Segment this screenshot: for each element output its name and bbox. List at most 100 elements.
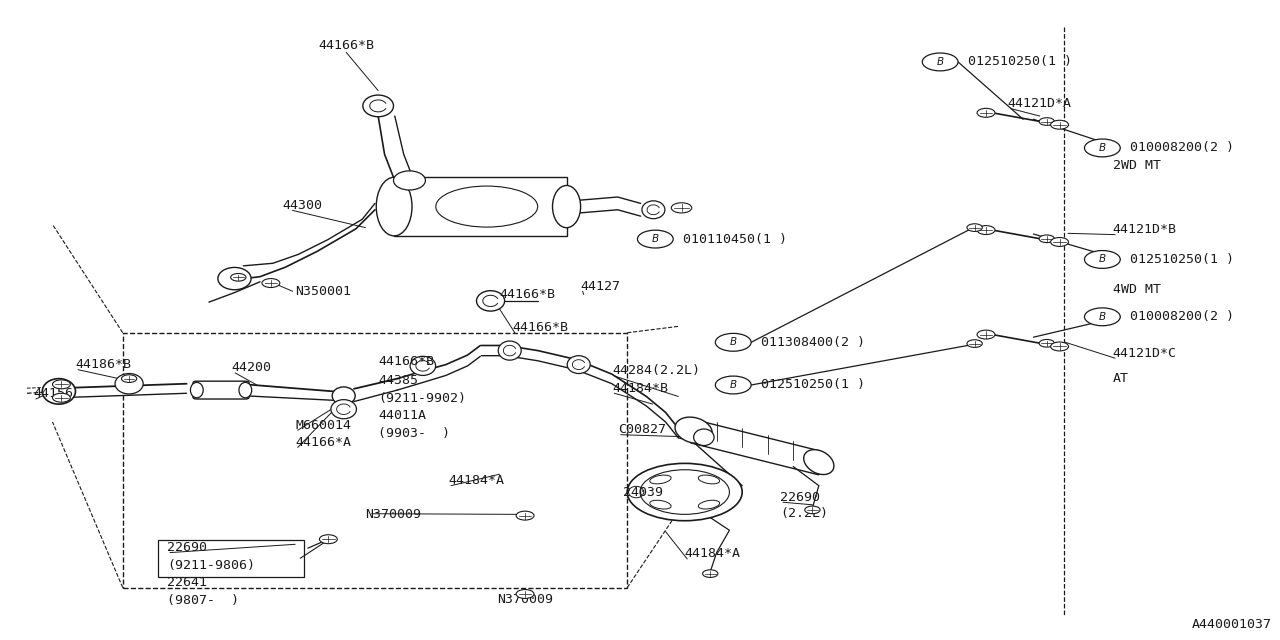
Text: 44011A: 44011A bbox=[378, 409, 426, 422]
Circle shape bbox=[966, 340, 982, 348]
Circle shape bbox=[1039, 118, 1055, 125]
Circle shape bbox=[637, 230, 673, 248]
Text: 44156: 44156 bbox=[33, 387, 73, 400]
Text: B: B bbox=[937, 57, 943, 67]
Ellipse shape bbox=[804, 450, 833, 474]
Circle shape bbox=[703, 570, 718, 577]
Ellipse shape bbox=[218, 268, 251, 290]
Circle shape bbox=[716, 376, 751, 394]
Text: B: B bbox=[1098, 312, 1106, 322]
Text: 44166*B: 44166*B bbox=[319, 40, 374, 52]
Text: (9211-9806): (9211-9806) bbox=[168, 559, 256, 572]
Text: 011308400(2 ): 011308400(2 ) bbox=[762, 336, 865, 349]
Circle shape bbox=[716, 333, 751, 351]
Circle shape bbox=[1051, 342, 1069, 351]
Circle shape bbox=[320, 535, 338, 543]
Circle shape bbox=[52, 394, 70, 402]
Text: 22690: 22690 bbox=[781, 491, 820, 504]
Text: 44300: 44300 bbox=[283, 199, 323, 212]
Text: 44121D*B: 44121D*B bbox=[1112, 223, 1176, 236]
Circle shape bbox=[966, 224, 982, 232]
Circle shape bbox=[1084, 250, 1120, 268]
Text: AT: AT bbox=[1112, 372, 1129, 385]
Circle shape bbox=[671, 203, 691, 213]
Text: 44200: 44200 bbox=[232, 362, 271, 374]
Text: 44166*B: 44166*B bbox=[512, 321, 568, 334]
Ellipse shape bbox=[362, 95, 393, 116]
Text: B: B bbox=[652, 234, 659, 244]
Text: 44121D*C: 44121D*C bbox=[1112, 347, 1176, 360]
Text: 22641: 22641 bbox=[168, 576, 207, 589]
Circle shape bbox=[1051, 120, 1069, 129]
Text: 44166*A: 44166*A bbox=[296, 436, 351, 449]
Circle shape bbox=[1084, 308, 1120, 326]
Text: A440001037: A440001037 bbox=[1192, 618, 1272, 631]
Text: 44166*B: 44166*B bbox=[378, 355, 434, 368]
Text: B: B bbox=[1098, 255, 1106, 264]
Circle shape bbox=[1051, 237, 1069, 246]
Text: B: B bbox=[730, 337, 737, 348]
Circle shape bbox=[977, 108, 995, 117]
Circle shape bbox=[627, 463, 742, 521]
Circle shape bbox=[923, 53, 957, 71]
Text: 44184*A: 44184*A bbox=[448, 474, 504, 487]
Ellipse shape bbox=[333, 387, 355, 404]
Ellipse shape bbox=[239, 382, 252, 398]
Circle shape bbox=[805, 506, 820, 514]
Text: 44184*A: 44184*A bbox=[685, 547, 741, 561]
Text: B: B bbox=[1098, 143, 1106, 153]
Ellipse shape bbox=[410, 356, 435, 376]
Text: N370009: N370009 bbox=[497, 593, 553, 605]
Circle shape bbox=[230, 273, 246, 281]
Text: (9903-  ): (9903- ) bbox=[378, 427, 451, 440]
Text: 24039: 24039 bbox=[623, 486, 663, 499]
Circle shape bbox=[1039, 339, 1055, 347]
Ellipse shape bbox=[675, 417, 712, 444]
Text: 4WD MT: 4WD MT bbox=[1112, 283, 1161, 296]
Text: M660014: M660014 bbox=[296, 419, 351, 431]
Text: C00827: C00827 bbox=[618, 423, 667, 436]
Text: 44184*B: 44184*B bbox=[612, 381, 668, 395]
Circle shape bbox=[122, 375, 137, 383]
Circle shape bbox=[977, 330, 995, 339]
Text: (9807-  ): (9807- ) bbox=[168, 594, 239, 607]
Polygon shape bbox=[691, 419, 819, 475]
Text: 010110450(1 ): 010110450(1 ) bbox=[684, 232, 787, 246]
Text: 012510250(1 ): 012510250(1 ) bbox=[1130, 253, 1234, 266]
Ellipse shape bbox=[393, 171, 425, 190]
Ellipse shape bbox=[332, 399, 356, 419]
Ellipse shape bbox=[553, 186, 581, 228]
Circle shape bbox=[516, 511, 534, 520]
Circle shape bbox=[516, 589, 534, 598]
FancyBboxPatch shape bbox=[193, 381, 250, 399]
Text: 012510250(1 ): 012510250(1 ) bbox=[968, 56, 1073, 68]
Text: (9211-9902): (9211-9902) bbox=[378, 392, 466, 405]
Text: 010008200(2 ): 010008200(2 ) bbox=[1130, 141, 1234, 154]
Circle shape bbox=[262, 278, 280, 287]
Ellipse shape bbox=[567, 356, 590, 374]
Text: 44166*B: 44166*B bbox=[499, 288, 556, 301]
Text: 012510250(1 ): 012510250(1 ) bbox=[762, 378, 865, 392]
Polygon shape bbox=[394, 177, 567, 236]
Ellipse shape bbox=[42, 379, 76, 404]
Circle shape bbox=[1084, 139, 1120, 157]
Text: 44186*B: 44186*B bbox=[76, 358, 132, 371]
Text: 44121D*A: 44121D*A bbox=[1007, 97, 1071, 110]
Ellipse shape bbox=[498, 341, 521, 360]
Text: 2WD MT: 2WD MT bbox=[1112, 159, 1161, 172]
Ellipse shape bbox=[376, 177, 412, 236]
Ellipse shape bbox=[476, 291, 504, 311]
Text: (2.2L): (2.2L) bbox=[781, 507, 828, 520]
Bar bbox=[123, 333, 627, 588]
Ellipse shape bbox=[115, 374, 143, 394]
Ellipse shape bbox=[641, 201, 664, 219]
Ellipse shape bbox=[694, 429, 714, 445]
Circle shape bbox=[1039, 235, 1055, 243]
Circle shape bbox=[640, 470, 730, 515]
Text: 44385: 44385 bbox=[378, 374, 419, 387]
Text: N370009: N370009 bbox=[365, 508, 421, 521]
Text: N350001: N350001 bbox=[296, 285, 351, 298]
Circle shape bbox=[977, 226, 995, 234]
Text: 44284(2.2L): 44284(2.2L) bbox=[612, 364, 700, 378]
Circle shape bbox=[52, 380, 70, 389]
